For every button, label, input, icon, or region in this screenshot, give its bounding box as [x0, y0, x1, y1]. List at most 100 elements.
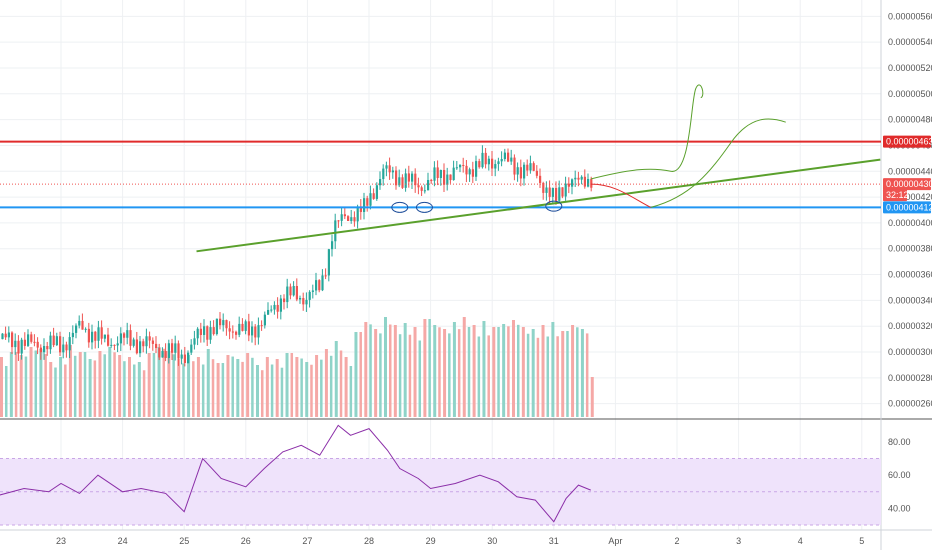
volume-bar: [196, 357, 200, 417]
candle-body: [263, 314, 266, 326]
candle-body: [68, 337, 71, 351]
volume-bar: [295, 357, 299, 417]
volume-bar: [68, 345, 72, 417]
time-axis[interactable]: 23 24 25 26 27 28 29 30 31 Apr 2 3 4 5: [56, 536, 864, 546]
candle-body: [135, 339, 138, 354]
candle-body: [279, 298, 282, 312]
candle-body: [583, 176, 586, 187]
volume-bar: [541, 325, 545, 417]
volume-bar: [521, 327, 525, 417]
candle-body: [91, 331, 94, 343]
candle-body: [215, 318, 218, 335]
volume-bar: [305, 362, 309, 417]
time-tick-label: 25: [179, 536, 189, 546]
candle-body: [289, 286, 292, 296]
candle-body: [52, 335, 55, 346]
candle-body: [465, 165, 468, 175]
candle-body: [350, 217, 353, 222]
volume-bar: [211, 359, 215, 417]
candle-body: [519, 167, 522, 179]
candle-body: [238, 323, 241, 335]
volume-bar: [44, 354, 47, 417]
candle-body: [446, 174, 449, 185]
volume-bar: [157, 347, 161, 417]
volume-bar: [526, 333, 530, 417]
candle-body: [292, 286, 295, 296]
candle-body: [97, 327, 100, 341]
candle-body: [180, 354, 183, 359]
price-tick-label: 0.00000360: [888, 270, 932, 280]
volume-bar: [428, 319, 431, 417]
candle-body: [491, 158, 494, 169]
price-tick-label: 0.00000500: [888, 89, 932, 99]
candle-body: [39, 347, 42, 353]
candle-body: [471, 169, 474, 177]
candle-body: [391, 170, 394, 173]
volume-bar: [285, 353, 289, 417]
candle-body: [564, 183, 567, 197]
candle-body: [174, 343, 177, 353]
candle-body: [353, 217, 356, 222]
candle-body: [478, 161, 481, 168]
candle-body: [119, 333, 122, 344]
volume-bar: [98, 351, 102, 417]
candle-body: [372, 193, 375, 199]
candle-body: [27, 334, 30, 346]
price-tick-label: 0.00000560: [888, 11, 932, 21]
candle-body: [254, 326, 257, 338]
candle-body: [459, 165, 462, 168]
price-tag-label: 0.00000412: [886, 202, 932, 212]
touch-marker-ellipse: [391, 201, 409, 213]
price-tag-box: [883, 189, 907, 202]
volume-bar: [590, 377, 594, 417]
price-axis[interactable]: 0.00000560 0.00000540 0.00000520 0.00000500…: [888, 11, 932, 513]
volume-bar: [585, 333, 589, 417]
projection-up-curve: [590, 84, 704, 180]
candle-body: [356, 206, 359, 222]
volume-bar: [457, 329, 461, 417]
projection-second-curve: [650, 118, 786, 208]
volume-bar: [571, 325, 575, 417]
candle-body: [113, 344, 116, 346]
candle-body: [219, 318, 222, 326]
candle-body: [158, 348, 161, 358]
candle-body: [487, 158, 490, 165]
volume-bar: [236, 359, 240, 417]
price-tick-label: 0.00000440: [888, 166, 932, 176]
candle-body: [359, 206, 362, 212]
candle-body: [62, 344, 65, 353]
volume-bar: [364, 322, 368, 417]
candle-body: [110, 344, 113, 346]
price-tick-label: 0.00000300: [888, 347, 932, 357]
candle-body: [100, 327, 103, 339]
candle-body: [273, 304, 276, 310]
time-tick-label: 4: [798, 536, 803, 546]
candle-body: [382, 168, 385, 180]
candle-body: [155, 343, 158, 349]
candle-body: [455, 167, 458, 169]
candle-body: [468, 169, 471, 175]
volume-bar: [398, 334, 402, 417]
candle-body: [414, 173, 417, 186]
candle-body: [580, 176, 583, 180]
volume-bar: [251, 357, 254, 417]
price-tag-box: [883, 201, 931, 214]
candle-body: [203, 326, 206, 335]
candle-body: [129, 330, 132, 346]
volume-bar: [379, 333, 382, 417]
volume-bar: [270, 364, 274, 417]
volume-bar: [462, 317, 466, 417]
candle-body: [251, 326, 254, 336]
candle-body: [535, 170, 538, 176]
candle-body: [299, 298, 302, 300]
candle-body: [167, 343, 170, 358]
candle-body: [340, 214, 343, 221]
candle-body: [315, 280, 318, 291]
volume-bar: [334, 341, 338, 417]
candle-body: [324, 275, 327, 277]
time-tick-label: 3: [736, 536, 741, 546]
volume-bar: [216, 363, 220, 417]
candle-body: [283, 298, 286, 303]
volume-bar: [9, 352, 13, 417]
